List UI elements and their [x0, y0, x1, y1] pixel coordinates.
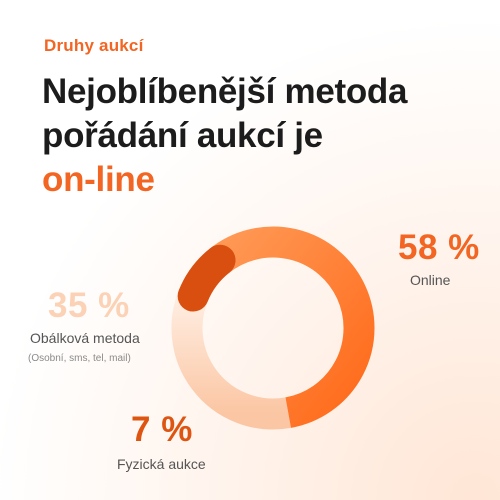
online-percent-label: 58 % — [398, 228, 480, 267]
fyzicka-category-label: Fyzická aukce — [117, 456, 206, 472]
title-line-2: pořádání aukcí je — [42, 116, 323, 155]
fyzicka-percent-label: 7 % — [131, 410, 193, 449]
donut-segment-online — [209, 226, 375, 428]
title-accent: on-line — [42, 160, 155, 199]
obalkova-percent-label: 35 % — [48, 286, 130, 325]
page-title: Nejoblíbenější metoda pořádání aukcí je … — [42, 70, 482, 202]
title-line-1: Nejoblíbenější metoda — [42, 72, 408, 111]
donut-segment-fyzicka — [177, 244, 236, 312]
section-eyebrow: Druhy aukcí — [44, 36, 144, 55]
obalkova-category-label: Obálková metoda — [30, 330, 140, 346]
obalkova-sublabel: (Osobní, sms, tel, mail) — [28, 353, 131, 364]
online-category-label: Online — [410, 272, 451, 288]
donut-segment-obalkova — [171, 283, 291, 430]
